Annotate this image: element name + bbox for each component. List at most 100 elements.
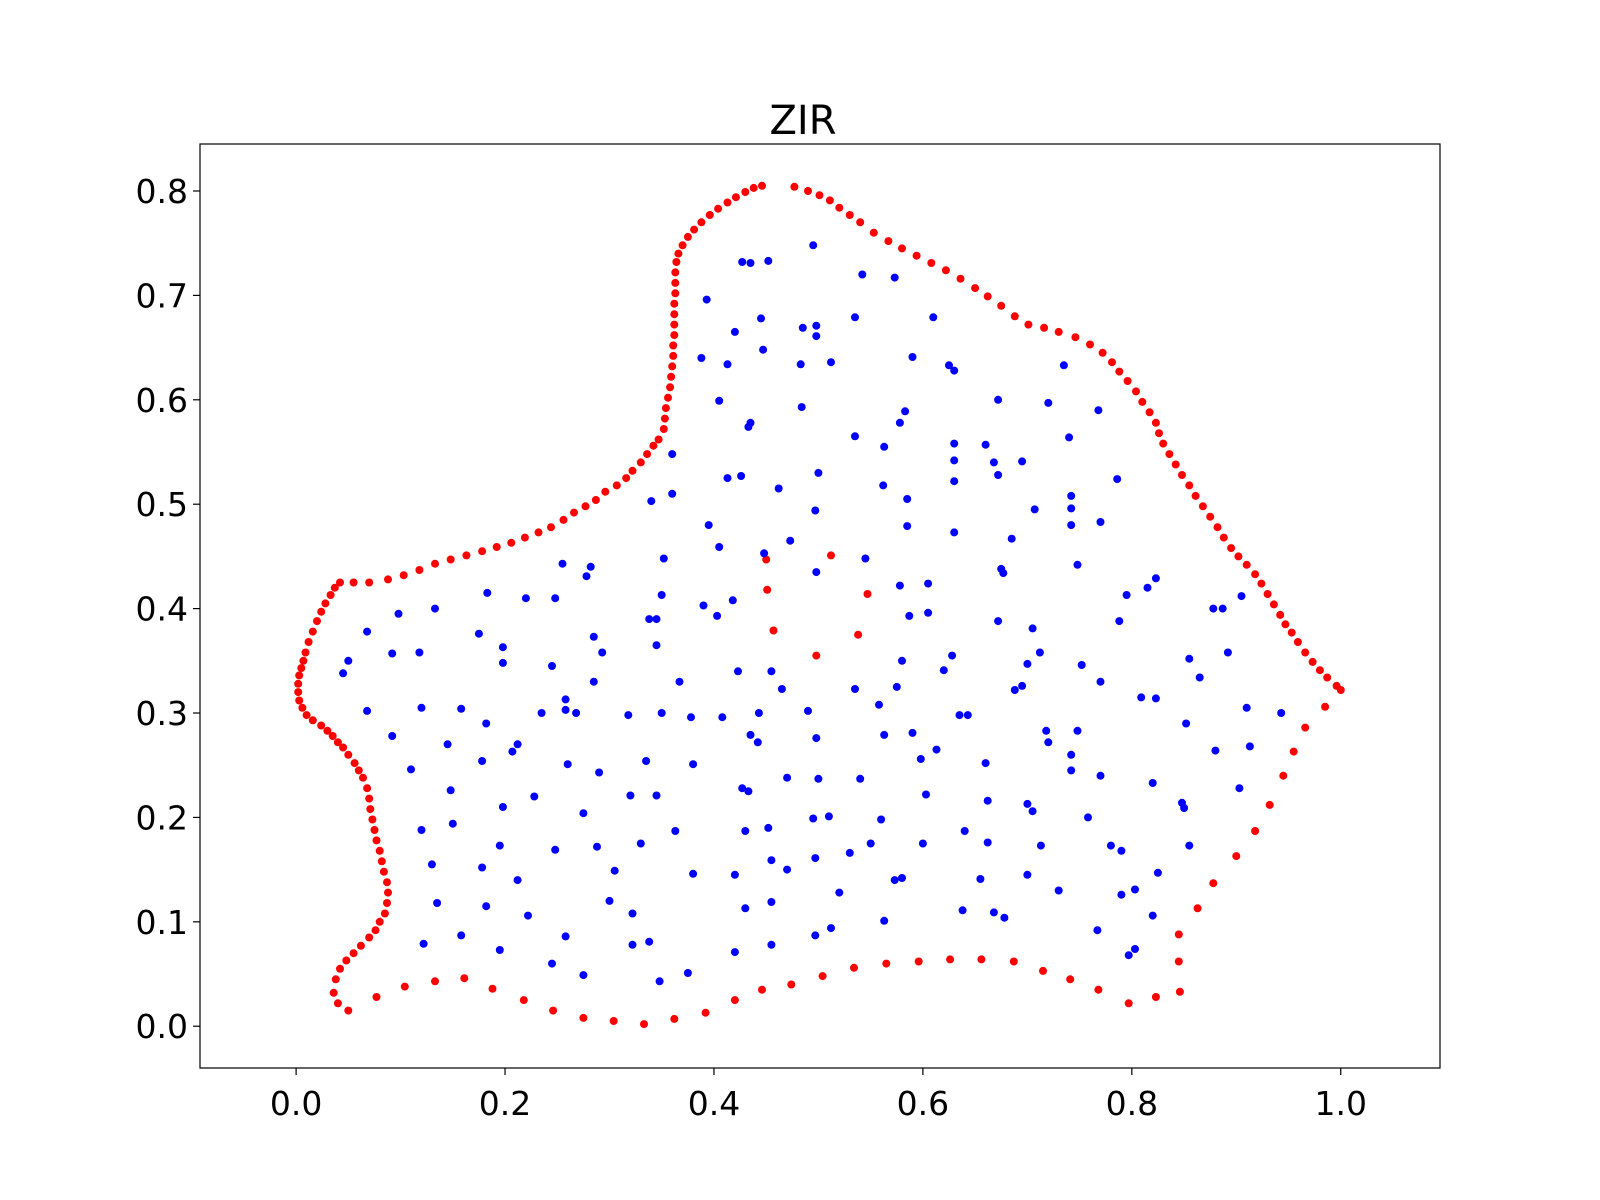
data-point bbox=[462, 551, 471, 560]
data-point bbox=[898, 874, 906, 882]
data-point bbox=[713, 611, 722, 620]
data-point bbox=[388, 649, 397, 658]
data-point bbox=[892, 682, 901, 691]
data-point bbox=[945, 361, 953, 370]
data-point bbox=[749, 183, 758, 192]
data-point bbox=[728, 596, 737, 605]
data-point bbox=[660, 414, 669, 423]
data-point bbox=[624, 711, 633, 720]
data-point bbox=[579, 809, 588, 818]
data-point bbox=[380, 909, 389, 918]
data-point bbox=[689, 760, 698, 769]
data-point bbox=[508, 747, 517, 756]
data-point bbox=[670, 1014, 679, 1023]
data-point bbox=[1086, 340, 1094, 349]
data-point bbox=[664, 393, 672, 402]
data-point bbox=[827, 551, 835, 560]
data-point bbox=[431, 977, 439, 986]
data-point bbox=[718, 713, 727, 722]
data-point bbox=[1094, 985, 1103, 994]
data-point bbox=[636, 458, 645, 467]
data-point bbox=[812, 332, 821, 341]
data-point bbox=[1071, 333, 1080, 342]
data-point bbox=[689, 869, 698, 878]
data-point bbox=[561, 705, 570, 714]
data-point bbox=[705, 211, 714, 219]
data-point bbox=[513, 876, 522, 885]
data-point bbox=[683, 232, 692, 241]
data-point bbox=[652, 791, 661, 800]
y-tick-label: 0.4 bbox=[136, 590, 188, 629]
data-point bbox=[875, 700, 883, 709]
data-point bbox=[879, 481, 888, 490]
data-point bbox=[1301, 648, 1310, 657]
data-point bbox=[330, 583, 339, 592]
data-point bbox=[929, 313, 938, 322]
data-point bbox=[958, 906, 967, 915]
data-point bbox=[482, 902, 491, 911]
data-point bbox=[1000, 913, 1009, 922]
data-point bbox=[812, 734, 821, 743]
data-point bbox=[668, 450, 677, 459]
data-point bbox=[457, 931, 466, 940]
data-point bbox=[1096, 518, 1105, 526]
data-point bbox=[1232, 852, 1241, 861]
data-point bbox=[1024, 320, 1033, 329]
data-point bbox=[898, 656, 906, 665]
data-point bbox=[845, 211, 854, 219]
data-point bbox=[668, 362, 677, 371]
data-point bbox=[670, 320, 679, 329]
series-red bbox=[294, 181, 1345, 1029]
data-point bbox=[932, 745, 941, 754]
data-point bbox=[856, 774, 865, 783]
data-point bbox=[1023, 870, 1032, 879]
series-blue bbox=[339, 241, 1286, 986]
data-point bbox=[1223, 648, 1232, 657]
data-point bbox=[308, 627, 317, 636]
data-point bbox=[601, 487, 610, 496]
data-point bbox=[457, 704, 466, 713]
data-point bbox=[1211, 746, 1220, 755]
data-point bbox=[1180, 804, 1189, 812]
data-point bbox=[818, 972, 827, 981]
data-point bbox=[1151, 418, 1160, 427]
data-point bbox=[1148, 779, 1157, 787]
data-point bbox=[513, 740, 522, 749]
data-point bbox=[741, 827, 750, 835]
data-point bbox=[379, 867, 388, 876]
y-tick-label: 0.6 bbox=[136, 381, 188, 420]
data-point bbox=[1175, 987, 1184, 996]
data-point bbox=[1066, 975, 1075, 984]
data-point bbox=[1185, 481, 1194, 490]
data-point bbox=[1213, 523, 1222, 532]
data-point bbox=[905, 611, 914, 620]
data-point bbox=[415, 648, 424, 657]
data-point bbox=[753, 738, 762, 747]
data-point bbox=[1174, 957, 1183, 966]
data-point bbox=[598, 648, 607, 657]
data-point bbox=[655, 977, 664, 986]
data-point bbox=[622, 474, 631, 483]
data-point bbox=[760, 549, 769, 558]
data-point bbox=[377, 857, 386, 866]
data-point bbox=[1245, 742, 1254, 751]
data-point bbox=[714, 204, 723, 213]
data-point bbox=[1054, 327, 1063, 336]
data-point bbox=[835, 888, 844, 897]
data-point bbox=[642, 757, 651, 765]
data-point bbox=[1028, 807, 1037, 816]
data-point bbox=[769, 626, 778, 635]
data-point bbox=[1077, 661, 1086, 669]
data-point bbox=[1010, 686, 1019, 694]
data-point bbox=[1117, 846, 1126, 855]
data-point bbox=[372, 836, 381, 845]
data-point bbox=[797, 403, 806, 412]
data-point bbox=[858, 270, 867, 279]
data-point bbox=[559, 515, 568, 524]
data-point bbox=[754, 709, 763, 717]
data-point bbox=[612, 481, 621, 490]
data-point bbox=[924, 579, 933, 588]
data-point bbox=[448, 819, 457, 828]
data-point bbox=[328, 732, 337, 740]
data-point bbox=[667, 372, 676, 381]
